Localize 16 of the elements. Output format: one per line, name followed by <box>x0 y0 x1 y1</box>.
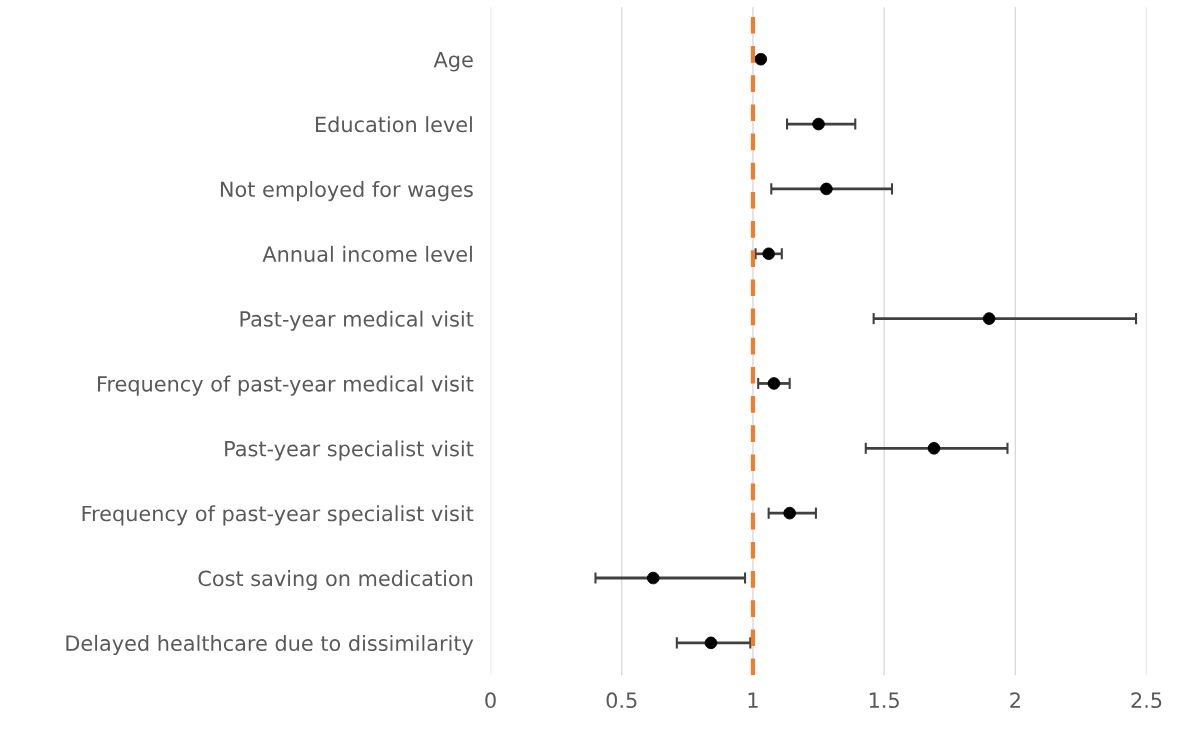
y-tick-label: Delayed healthcare due to dissimilarity <box>66 634 474 656</box>
y-tick-label: Past-year specialist visit <box>225 440 474 461</box>
x-tick-label: 2 <box>1010 692 1020 708</box>
y-tick-label: Education level <box>316 116 472 133</box>
x-tick-label: 0 <box>485 692 496 709</box>
x-tick-label: 0.5 <box>606 692 637 709</box>
x-tick-label: 1 <box>748 692 758 708</box>
y-tick-label: Frequency of past-year medical visit <box>98 375 474 396</box>
x-tick-label: 2.5 <box>1131 692 1162 709</box>
y-tick-label: Past-year medical visit <box>240 310 474 331</box>
x-tick-label: 1.5 <box>869 692 899 709</box>
y-tick-label: Age <box>433 51 473 72</box>
y-tick-label: Frequency of past-year specialist visit <box>82 505 474 526</box>
y-tick-label: Cost saving on medication <box>198 570 473 591</box>
y-tick-label: Not employed for wages <box>220 181 473 202</box>
y-tick-label: Annual income level <box>262 245 472 262</box>
